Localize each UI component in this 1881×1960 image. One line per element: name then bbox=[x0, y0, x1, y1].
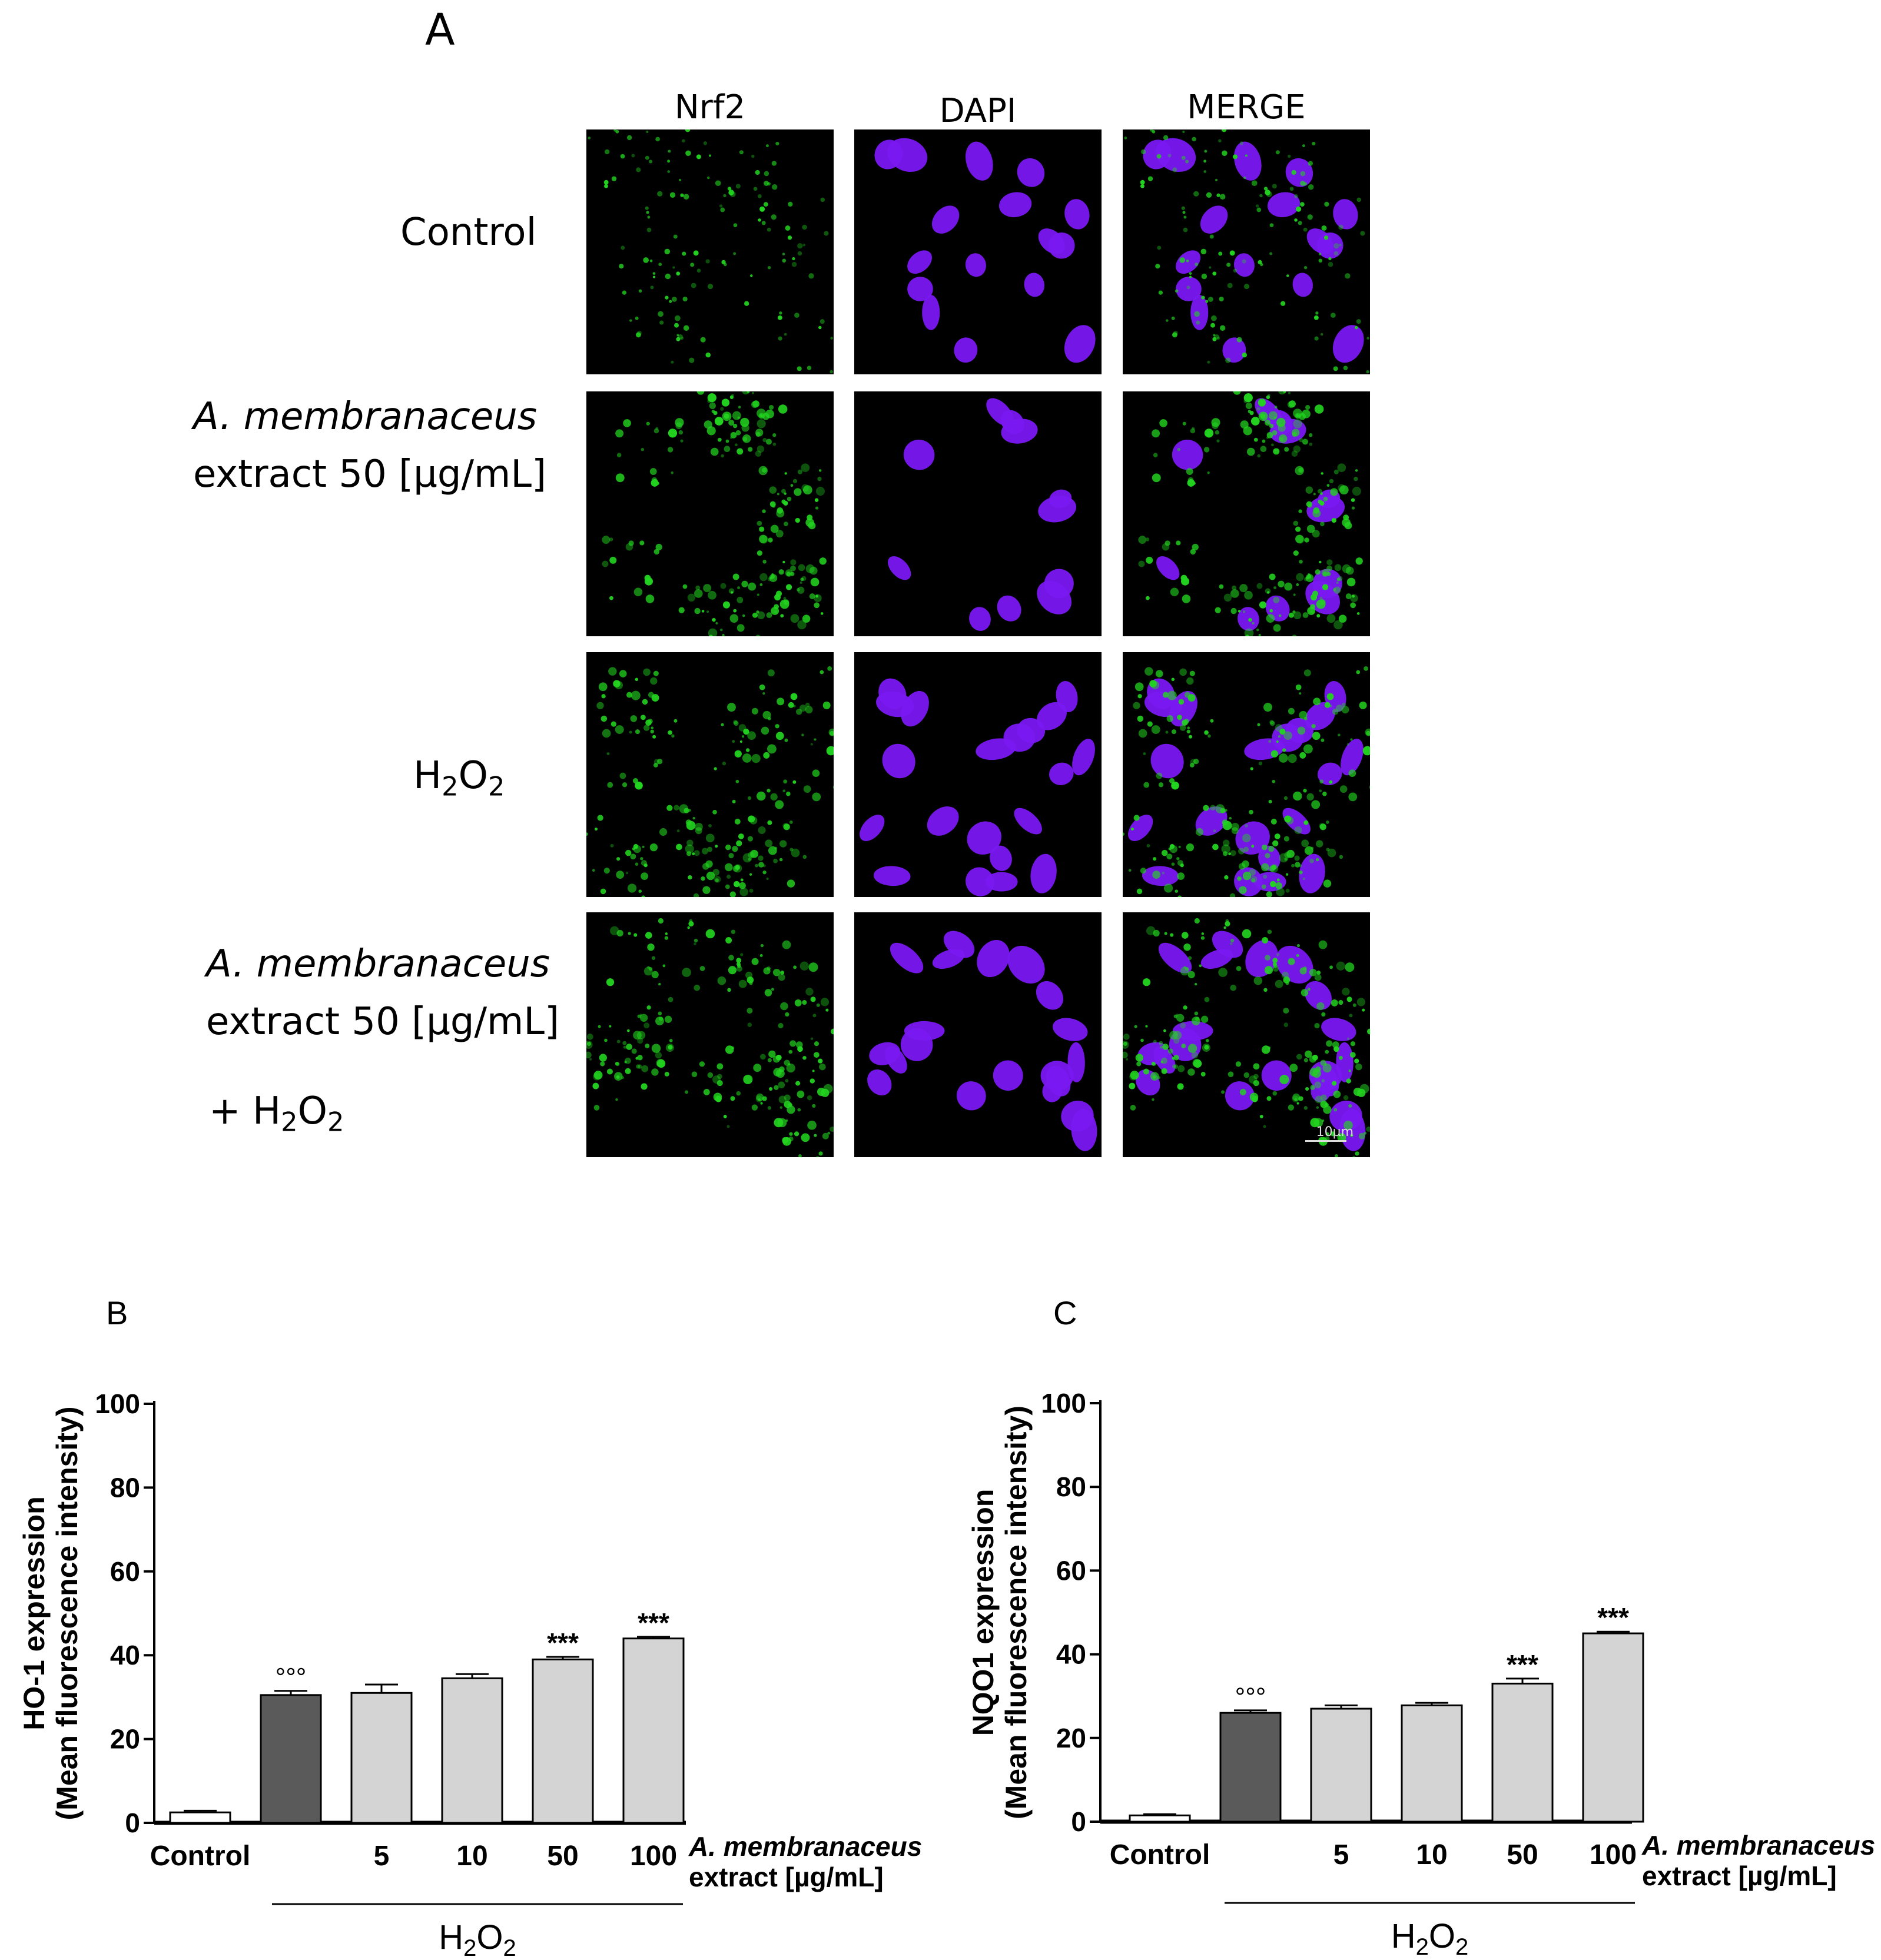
x-tick-label: 5 bbox=[374, 1841, 390, 1872]
micrograph-dapi-row1 bbox=[854, 129, 1102, 374]
bar bbox=[1582, 1632, 1644, 1823]
y-tick-label: 60 bbox=[110, 1556, 140, 1587]
significance-marker: °°° bbox=[276, 1663, 307, 1692]
axes: 0 20 40 60 80 100 bbox=[95, 1388, 686, 1838]
x-axis-label-species: A. membranaceus bbox=[688, 1831, 922, 1862]
y-tick-label: 40 bbox=[110, 1640, 140, 1670]
panel-a-letter: A bbox=[425, 5, 455, 55]
micrograph-merge-row2 bbox=[1123, 391, 1370, 636]
panel-c-letter: C bbox=[1053, 1294, 1077, 1331]
column-header-dapi: DAPI bbox=[939, 92, 1017, 130]
micrograph-merge-row3 bbox=[1123, 652, 1370, 897]
x-axis-label-units: extract [µg/mL] bbox=[1642, 1861, 1837, 1891]
column-header-merge: MERGE bbox=[1187, 88, 1306, 127]
row-label-species-2: A. membranaceus bbox=[206, 942, 550, 986]
row-label-extract-dose: extract 50 [µg/mL] bbox=[193, 453, 546, 496]
bar bbox=[1491, 1682, 1554, 1823]
bar bbox=[1401, 1704, 1463, 1823]
y-tick-label: 80 bbox=[110, 1472, 140, 1503]
y-axis-label: NQO1 expression(Mean fluorescence intens… bbox=[967, 1406, 1033, 1819]
micrograph-merge-row4: 10µm bbox=[1123, 912, 1370, 1157]
row-label-extract: A. membranaceus bbox=[193, 388, 537, 445]
x-tick-label: 5 bbox=[1333, 1839, 1349, 1871]
x-tick-label: 10 bbox=[1416, 1839, 1447, 1871]
x-tick-label: 100 bbox=[630, 1841, 677, 1872]
bar bbox=[622, 1637, 685, 1824]
row-label-species: A. membranaceus bbox=[193, 395, 538, 438]
x-tick-label: 50 bbox=[547, 1841, 578, 1872]
y-axis-label: HO-1 expression(Mean fluorescence intens… bbox=[18, 1407, 84, 1821]
y-tick-label: 20 bbox=[1056, 1723, 1086, 1753]
bar bbox=[260, 1694, 322, 1824]
micrograph-nrf2-row4 bbox=[586, 912, 834, 1157]
significance-marker: *** bbox=[547, 1627, 579, 1658]
significance-marker: *** bbox=[1507, 1649, 1538, 1680]
y-tick-label: 40 bbox=[1056, 1639, 1086, 1670]
significance-marker: °°° bbox=[1235, 1683, 1266, 1712]
row-label-control: Control bbox=[400, 211, 537, 254]
x-tick-label: 100 bbox=[1590, 1839, 1637, 1871]
significance-marker: *** bbox=[1597, 1602, 1629, 1633]
bar bbox=[441, 1677, 503, 1824]
scale-bar-label: 10µm bbox=[1316, 1125, 1353, 1140]
x-axis-label-units: extract [µg/mL] bbox=[689, 1862, 884, 1892]
y-tick-label: 20 bbox=[110, 1724, 140, 1755]
y-tick-label: 100 bbox=[1041, 1388, 1086, 1418]
y-tick-label: 0 bbox=[1071, 1806, 1086, 1837]
micrograph-dapi-row4 bbox=[854, 912, 1102, 1157]
chart-b-ho1: B 0 20 40 60 80 100 HO-1 expression(Mean fluor… bbox=[18, 1294, 922, 1960]
panel-b-letter: B bbox=[106, 1294, 128, 1331]
x-tick-label: 50 bbox=[1507, 1839, 1538, 1871]
bar bbox=[350, 1692, 413, 1824]
row-label-h2o2: H2O2 bbox=[413, 754, 505, 802]
x-tick-label: 10 bbox=[456, 1841, 487, 1872]
bar bbox=[532, 1658, 594, 1824]
x-tick-label: Control bbox=[150, 1841, 251, 1872]
micrograph-merge-row1 bbox=[1123, 129, 1370, 374]
row-label-extract-h2o2: A. membranaceus bbox=[206, 936, 550, 992]
chart-c-nqo1: C 0 20 40 60 80 100 NQO1 expression(Mean fluor… bbox=[967, 1294, 1875, 1960]
significance-marker: *** bbox=[638, 1607, 669, 1638]
group-label: H2O2 bbox=[439, 1918, 516, 1960]
bar bbox=[1129, 1814, 1191, 1823]
row-label-extract-dose-2: extract 50 [µg/mL] bbox=[206, 1000, 559, 1044]
micrograph-nrf2-row2 bbox=[586, 391, 834, 636]
x-axis-label-species: A. membranaceus bbox=[1641, 1830, 1875, 1861]
row-label-plus-h2o2: + H2O2 bbox=[209, 1089, 344, 1138]
micrograph-nrf2-row1 bbox=[586, 129, 834, 374]
micrograph-nrf2-row3 bbox=[586, 652, 834, 897]
y-tick-label: 80 bbox=[1056, 1471, 1086, 1502]
y-tick-label: 60 bbox=[1056, 1555, 1086, 1586]
micrograph-dapi-row2 bbox=[854, 391, 1102, 636]
x-tick-label: Control bbox=[1110, 1839, 1210, 1871]
bar bbox=[169, 1811, 231, 1824]
group-label: H2O2 bbox=[1391, 1917, 1469, 1960]
scale-bar bbox=[1305, 1140, 1346, 1142]
bar bbox=[1219, 1712, 1282, 1823]
column-header-nrf2: Nrf2 bbox=[674, 88, 746, 127]
y-tick-label: 100 bbox=[95, 1388, 140, 1419]
micrograph-dapi-row3 bbox=[854, 652, 1102, 897]
y-tick-label: 0 bbox=[125, 1808, 140, 1838]
bar bbox=[1310, 1707, 1372, 1823]
